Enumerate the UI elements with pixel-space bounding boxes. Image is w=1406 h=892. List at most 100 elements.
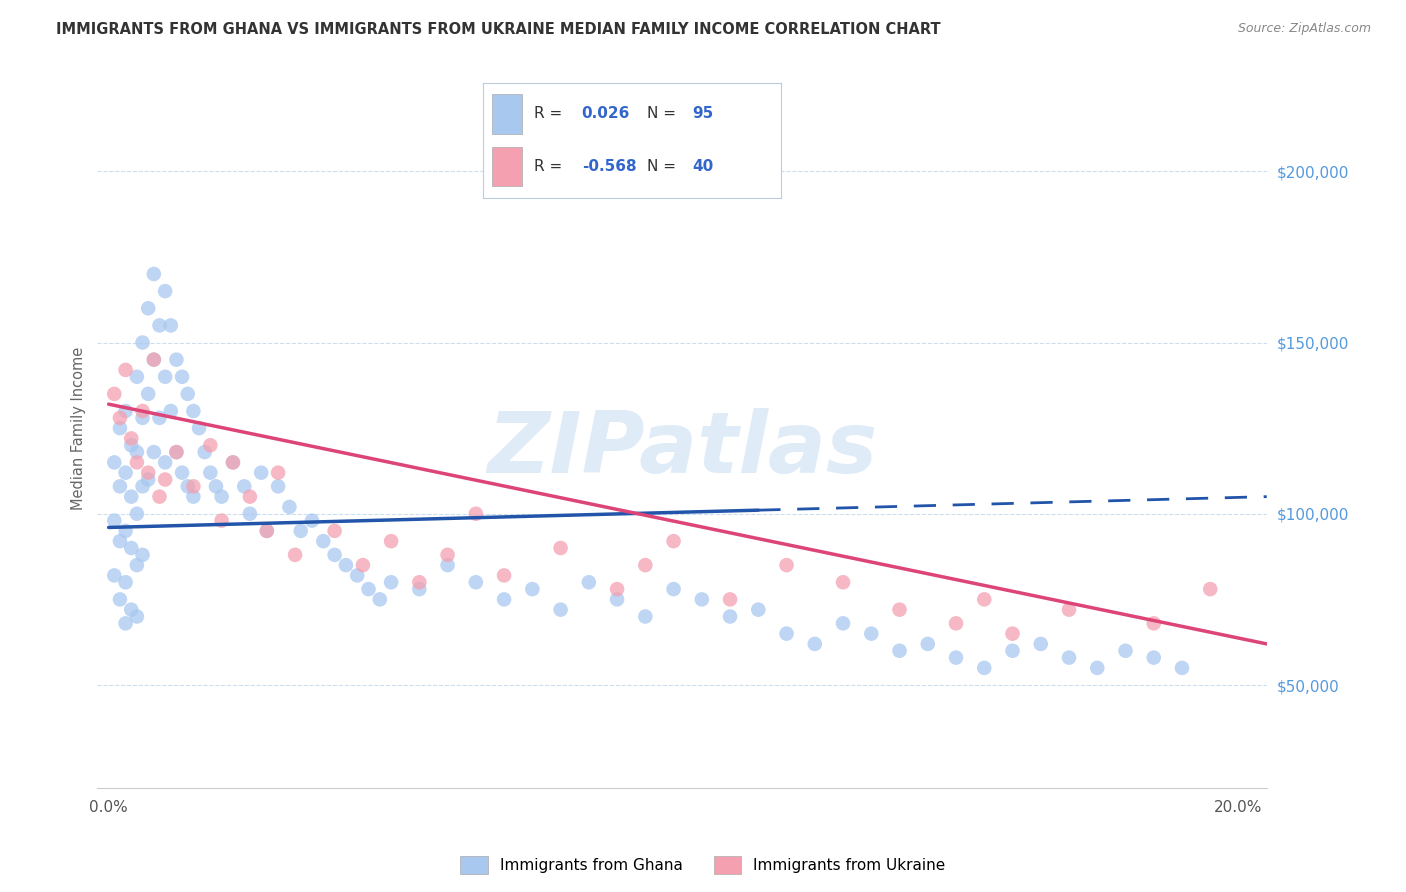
Point — [148, 410, 170, 425]
Point — [606, 582, 628, 596]
Point — [380, 534, 402, 549]
Point — [408, 575, 430, 590]
Point — [1143, 616, 1166, 631]
Point — [136, 466, 159, 480]
Point — [662, 582, 685, 596]
Point — [114, 575, 136, 590]
Point — [290, 524, 312, 538]
Point — [1057, 650, 1080, 665]
Point — [172, 369, 194, 384]
Point — [114, 404, 136, 418]
Point — [125, 455, 148, 469]
Point — [250, 466, 273, 480]
Point — [120, 602, 142, 616]
Point — [114, 363, 136, 377]
Point — [103, 568, 125, 582]
Point — [775, 626, 797, 640]
Point — [125, 507, 148, 521]
Point — [136, 387, 159, 401]
Point — [177, 479, 200, 493]
Point — [165, 445, 187, 459]
Point — [159, 404, 181, 418]
Point — [1143, 650, 1166, 665]
Point — [436, 548, 458, 562]
Point — [159, 318, 181, 333]
Point — [606, 592, 628, 607]
Point — [200, 466, 222, 480]
Point — [578, 575, 600, 590]
Point — [114, 616, 136, 631]
Point — [522, 582, 544, 596]
Point — [211, 490, 233, 504]
Point — [136, 473, 159, 487]
Point — [103, 455, 125, 469]
Point — [494, 568, 516, 582]
Point — [256, 524, 278, 538]
Point — [108, 421, 131, 435]
Point — [860, 626, 883, 640]
Point — [103, 514, 125, 528]
Point — [1171, 661, 1194, 675]
Text: Source: ZipAtlas.com: Source: ZipAtlas.com — [1237, 22, 1371, 36]
Point — [1001, 626, 1024, 640]
Point — [120, 490, 142, 504]
Point — [832, 616, 855, 631]
Point — [945, 650, 967, 665]
Point — [945, 616, 967, 631]
Point — [142, 352, 165, 367]
Point — [108, 479, 131, 493]
Point — [108, 592, 131, 607]
Point — [323, 548, 346, 562]
Point — [120, 438, 142, 452]
Point — [804, 637, 827, 651]
Point — [153, 284, 176, 298]
Point — [323, 524, 346, 538]
Point — [239, 490, 262, 504]
Point — [125, 609, 148, 624]
Point — [973, 592, 995, 607]
Point — [142, 352, 165, 367]
Point — [131, 404, 153, 418]
Point — [494, 592, 516, 607]
Point — [662, 534, 685, 549]
Point — [114, 466, 136, 480]
Point — [205, 479, 228, 493]
Point — [108, 534, 131, 549]
Point — [125, 558, 148, 573]
Point — [188, 421, 211, 435]
Point — [153, 473, 176, 487]
Point — [1114, 644, 1136, 658]
Text: ZIPatlas: ZIPatlas — [486, 409, 877, 491]
Point — [352, 558, 374, 573]
Point — [172, 466, 194, 480]
Point — [125, 369, 148, 384]
Point — [346, 568, 368, 582]
Point — [131, 479, 153, 493]
Point — [239, 507, 262, 521]
Point — [183, 479, 205, 493]
Text: IMMIGRANTS FROM GHANA VS IMMIGRANTS FROM UKRAINE MEDIAN FAMILY INCOME CORRELATIO: IMMIGRANTS FROM GHANA VS IMMIGRANTS FROM… — [56, 22, 941, 37]
Point — [131, 548, 153, 562]
Point — [120, 431, 142, 445]
Point — [222, 455, 245, 469]
Point — [634, 558, 657, 573]
Point — [1057, 602, 1080, 616]
Point — [312, 534, 335, 549]
Point — [153, 369, 176, 384]
Point — [165, 352, 187, 367]
Point — [301, 514, 323, 528]
Point — [335, 558, 357, 573]
Point — [142, 267, 165, 281]
Point — [775, 558, 797, 573]
Point — [233, 479, 256, 493]
Point — [211, 514, 233, 528]
Point — [148, 490, 170, 504]
Point — [136, 301, 159, 316]
Point — [1085, 661, 1108, 675]
Point — [368, 592, 391, 607]
Point — [200, 438, 222, 452]
Point — [114, 524, 136, 538]
Point — [550, 602, 572, 616]
Point — [718, 609, 741, 624]
Point — [183, 490, 205, 504]
